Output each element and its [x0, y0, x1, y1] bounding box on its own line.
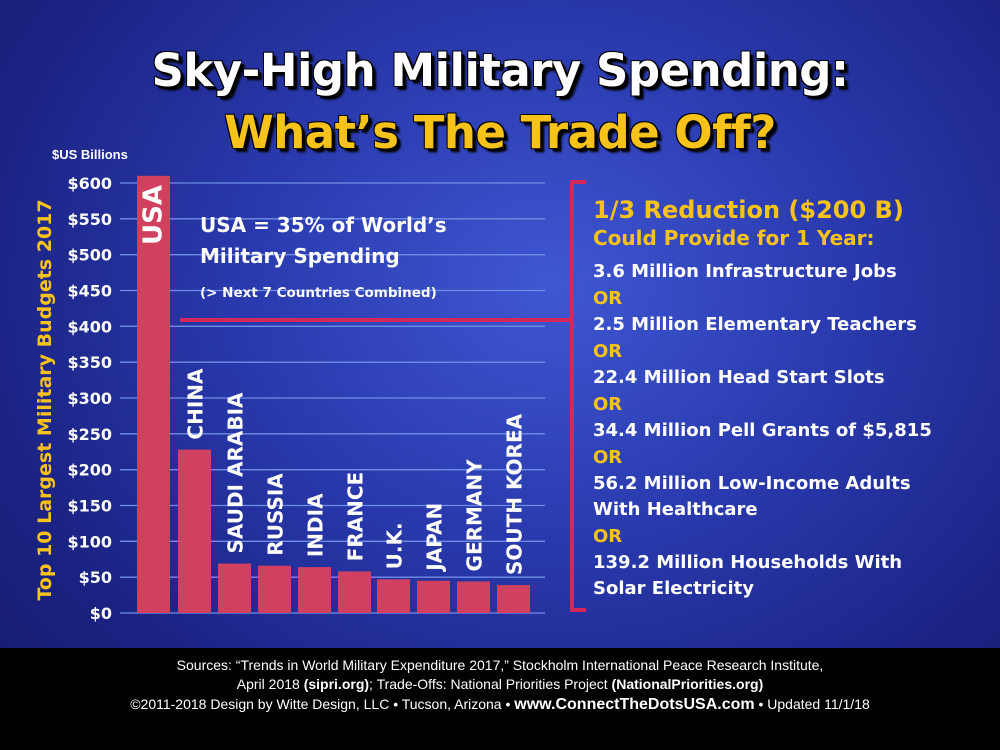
bar: [377, 579, 410, 613]
bar: [497, 585, 530, 613]
sipri-link[interactable]: (sipri.org): [303, 676, 370, 692]
bar: [457, 581, 490, 613]
unit-label: $US Billions: [52, 147, 128, 162]
footer-text: ; Trade-Offs: National Priorities Projec…: [369, 676, 612, 692]
bar: [218, 563, 251, 613]
tradeoff-item: 34.4 Million Pell Grants of $5,815: [593, 420, 932, 441]
footer: Sources: “Trends in World Military Expen…: [0, 648, 1000, 750]
bracket-vertical: [570, 180, 574, 612]
y-tick-label: $0: [90, 604, 112, 623]
tradeoff-subheading: Could Provide for 1 Year:: [593, 226, 875, 250]
updated-text: • Updated 11/1/18: [754, 696, 870, 712]
tradeoff-item: 56.2 Million Low-Income Adults: [593, 473, 911, 494]
or-separator: OR: [593, 447, 623, 468]
tradeoff-list: 3.6 Million Infrastructure Jobs OR 2.5 Mil…: [593, 259, 993, 602]
category-label: SOUTH KOREA: [503, 413, 527, 575]
callout-line-3: (> Next 7 Countries Combined): [200, 285, 437, 301]
y-tick-label: $550: [67, 210, 112, 229]
y-tick-label: $600: [67, 174, 112, 193]
y-tick-label: $250: [67, 425, 112, 444]
y-tick-label: $300: [67, 389, 112, 408]
category-label: USA: [139, 185, 169, 245]
national-priorities-link[interactable]: (NationalPriorities.org): [611, 676, 764, 692]
footer-sources-line-1: Sources: “Trends in World Military Expen…: [176, 657, 824, 673]
y-tick-label: $150: [67, 497, 112, 516]
tradeoff-heading: 1/3 Reduction ($200 B): [593, 196, 904, 224]
or-separator: OR: [593, 526, 623, 547]
bar: [338, 571, 371, 613]
tradeoff-item: 3.6 Million Infrastructure Jobs: [593, 261, 897, 282]
or-separator: OR: [593, 288, 623, 309]
y-tick-label: $500: [67, 246, 112, 265]
category-label: FRANCE: [344, 472, 368, 562]
y-tick-label: $50: [79, 568, 112, 587]
callout-connector: [180, 318, 574, 322]
tradeoff-item: 22.4 Million Head Start Slots: [593, 367, 885, 388]
callout-line-1: USA = 35% of World’s: [200, 213, 447, 237]
y-tick-label: $200: [67, 461, 112, 480]
y-tick-label: $450: [67, 282, 112, 301]
tradeoff-item: With Healthcare: [593, 499, 758, 520]
category-label: CHINA: [184, 368, 208, 440]
footer-text: April 2018: [236, 676, 304, 692]
footer-sources-line-2: April 2018 (sipri.org); Trade-Offs: Nati…: [0, 676, 1000, 692]
category-label: SAUDI ARABIA: [224, 392, 248, 554]
or-separator: OR: [593, 341, 623, 362]
bar: [298, 567, 331, 613]
bracket-bottom: [570, 608, 586, 612]
category-label: RUSSIA: [264, 473, 288, 556]
copyright-text: ©2011-2018 Design by Witte Design, LLC •…: [130, 696, 515, 712]
y-tick-label: $400: [67, 317, 112, 336]
bar: [137, 175, 170, 614]
category-label: GERMANY: [463, 459, 487, 572]
tradeoff-item: 2.5 Million Elementary Teachers: [593, 314, 917, 335]
category-label: INDIA: [304, 493, 328, 557]
category-label: U.K.: [383, 522, 407, 569]
footer-credits: ©2011-2018 Design by Witte Design, LLC •…: [0, 696, 1000, 714]
category-label: JAPAN: [423, 503, 447, 573]
y-tick-label: $350: [67, 353, 112, 372]
tradeoff-item: 139.2 Million Households With: [593, 552, 903, 573]
tradeoff-panel: 1/3 Reduction ($200 B) Could Provide for…: [593, 195, 993, 602]
website-link[interactable]: www.ConnectTheDotsUSA.com: [514, 696, 755, 713]
bracket-top: [570, 180, 586, 184]
bar: [258, 565, 291, 613]
tradeoff-item: Solar Electricity: [593, 578, 754, 599]
or-separator: OR: [593, 394, 623, 415]
page-title: Sky-High Military Spending:: [151, 44, 849, 97]
bar: [417, 580, 450, 613]
bar: [178, 449, 211, 613]
callout-line-2: Military Spending: [200, 244, 400, 268]
y-tick-label: $100: [67, 532, 112, 551]
page-subtitle: What’s The Trade Off?: [224, 106, 776, 159]
